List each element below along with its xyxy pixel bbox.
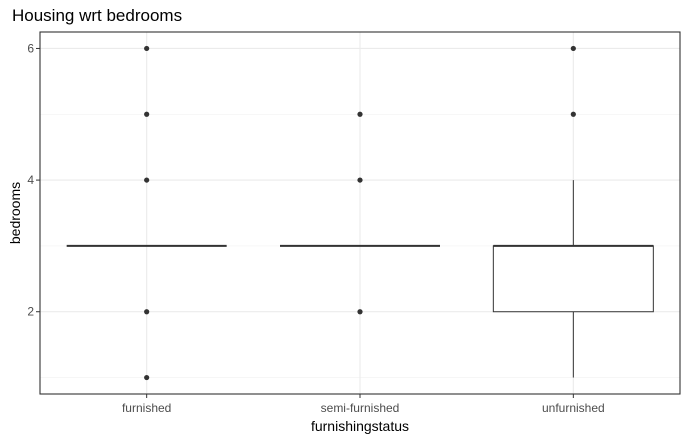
chart-title: Housing wrt bedrooms: [12, 6, 183, 25]
outlier-point: [144, 309, 150, 315]
x-tick-label: furnished: [122, 401, 171, 415]
y-tick-label: 4: [27, 173, 34, 187]
y-axis-title: bedrooms: [7, 182, 23, 244]
y-tick-label: 6: [27, 41, 34, 55]
outlier-point: [357, 309, 363, 315]
x-tick-label: unfurnished: [542, 401, 605, 415]
box-group-semi-furnished: [280, 111, 440, 315]
x-tick-label: semi-furnished: [321, 401, 400, 415]
x-axis-title: furnishingstatus: [311, 418, 409, 434]
outlier-point: [144, 177, 150, 183]
outlier-point: [357, 177, 363, 183]
box-group-unfurnished: [492, 45, 654, 378]
y-tick-label: 2: [27, 305, 34, 319]
outlier-point: [570, 45, 576, 52]
outlier-point: [144, 374, 150, 381]
iqr-box: [492, 245, 654, 313]
outlier-point: [144, 45, 150, 52]
outlier-point: [570, 111, 576, 117]
outlier-point: [357, 111, 363, 117]
box-group-furnished: [66, 45, 227, 381]
outlier-point: [144, 111, 150, 117]
